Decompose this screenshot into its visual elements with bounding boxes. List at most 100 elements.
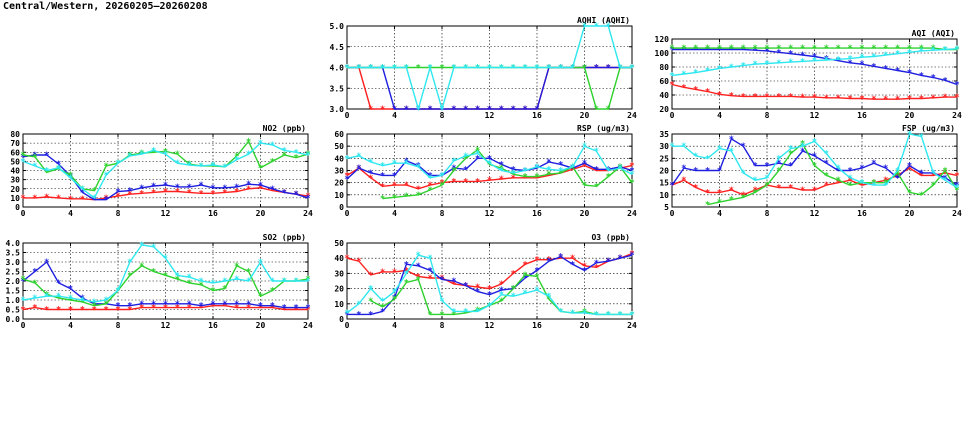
data-point: *	[919, 132, 924, 142]
data-point: *	[416, 262, 421, 272]
series-line	[672, 47, 957, 51]
x-tick-label: 8	[440, 111, 445, 120]
data-point: *	[546, 64, 551, 74]
y-tick-label: 20	[10, 185, 20, 194]
data-point: *	[368, 285, 373, 295]
data-point: *	[163, 181, 168, 191]
y-tick-label: 30	[334, 269, 344, 278]
data-point: *	[871, 179, 876, 189]
data-point: *	[368, 64, 373, 74]
data-point: *	[392, 64, 397, 74]
data-point: *	[895, 44, 900, 54]
data-point: *	[511, 169, 516, 179]
data-point: *	[139, 304, 144, 314]
data-point: *	[836, 94, 841, 104]
data-point: *	[368, 310, 373, 320]
data-point: *	[895, 174, 900, 184]
x-tick-label: 20	[905, 209, 915, 218]
data-point: *	[258, 181, 263, 191]
data-point: *	[392, 295, 397, 305]
data-point: *	[522, 105, 527, 115]
data-point: *	[258, 184, 263, 194]
so2-title: SO2 (ppb)	[263, 233, 306, 242]
data-point: *	[741, 191, 746, 201]
data-point: *	[103, 171, 108, 181]
data-point: *	[859, 181, 864, 191]
data-point: *	[198, 162, 203, 172]
data-point: *	[392, 181, 397, 191]
data-point: *	[416, 275, 421, 285]
data-point: *	[427, 274, 432, 284]
data-point: *	[570, 164, 575, 174]
data-point: *	[222, 302, 227, 312]
data-point: *	[68, 306, 73, 316]
data-point: *	[499, 64, 504, 74]
data-point: *	[919, 169, 924, 179]
data-point: *	[151, 243, 156, 253]
data-point: *	[606, 22, 611, 32]
data-point: *	[44, 292, 49, 302]
data-point: *	[859, 179, 864, 189]
data-point: *	[907, 164, 912, 174]
data-point: *	[139, 189, 144, 199]
data-point: *	[246, 300, 251, 310]
data-point: *	[487, 301, 492, 311]
data-point: *	[499, 286, 504, 296]
data-point: *	[451, 164, 456, 174]
data-point: *	[439, 64, 444, 74]
data-point: *	[404, 192, 409, 202]
data-point: *	[499, 105, 504, 115]
data-point: *	[392, 105, 397, 115]
data-point: *	[741, 142, 746, 152]
data-point: *	[776, 167, 781, 177]
data-point: *	[788, 184, 793, 194]
data-point: *	[463, 105, 468, 115]
data-point: *	[380, 105, 385, 115]
data-point: *	[895, 95, 900, 105]
data-point: *	[127, 190, 132, 200]
so2-series-4: * * * * * * * **** *** * * * * * *** * * *	[20, 241, 310, 308]
data-point: *	[764, 181, 769, 191]
data-point: *	[511, 64, 516, 74]
data-point: *	[558, 169, 563, 179]
x-tick-label: 20	[580, 111, 590, 120]
data-point: *	[836, 55, 841, 65]
data-point: *	[594, 147, 599, 157]
data-point: *	[931, 94, 936, 104]
data-point: *	[80, 195, 85, 205]
data-point: *	[187, 279, 192, 289]
data-point: *	[546, 170, 551, 180]
data-point: *	[487, 64, 492, 74]
fsp-title: FSP (ug/m3)	[902, 124, 955, 133]
y-tick-label: 20	[334, 285, 344, 294]
data-point: *	[356, 64, 361, 74]
data-point: *	[824, 181, 829, 191]
data-point: *	[103, 162, 108, 172]
data-point: *	[198, 304, 203, 314]
data-point: *	[68, 285, 73, 295]
data-point: *	[439, 181, 444, 191]
data-point: *	[606, 257, 611, 267]
data-point: *	[836, 57, 841, 67]
data-point: *	[883, 176, 888, 186]
data-point: *	[570, 260, 575, 270]
data-point: *	[705, 154, 710, 164]
series-line	[22, 260, 308, 309]
x-tick-label: 12	[161, 321, 171, 330]
data-point: *	[380, 64, 385, 74]
data-point: *	[344, 64, 349, 74]
data-point: *	[487, 105, 492, 115]
data-point: *	[234, 262, 239, 272]
data-point: *	[210, 161, 215, 171]
data-point: *	[729, 135, 734, 145]
data-point: *	[836, 44, 841, 54]
data-point: *	[546, 165, 551, 175]
data-point: *	[729, 46, 734, 56]
y-tick-label: 100	[655, 49, 670, 58]
data-point: *	[594, 105, 599, 115]
data-point: *	[451, 310, 456, 320]
data-point: *	[439, 310, 444, 320]
data-point: *	[669, 44, 674, 54]
data-point: *	[895, 167, 900, 177]
data-point: *	[404, 269, 409, 279]
